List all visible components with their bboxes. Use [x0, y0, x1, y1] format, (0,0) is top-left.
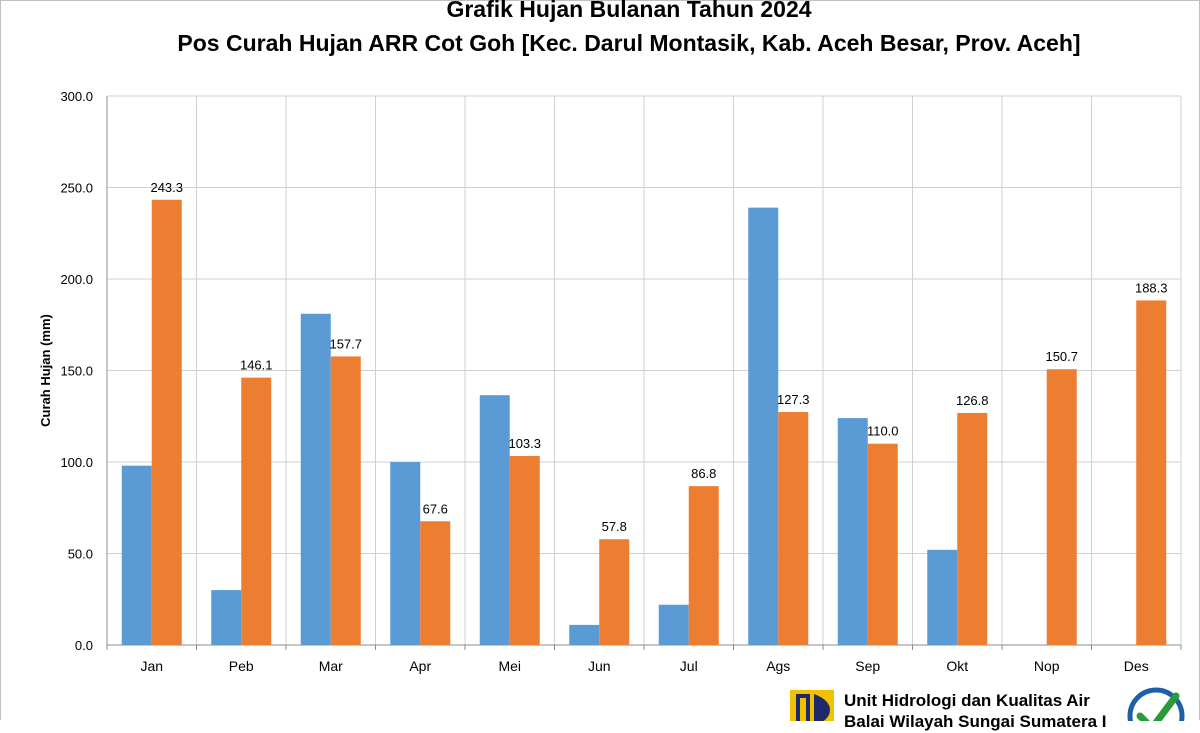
bar [658, 604, 689, 645]
bar [837, 418, 868, 645]
x-tick-label: Nop [1034, 658, 1060, 674]
data-label: 103.3 [508, 436, 541, 451]
y-tick-label: 200.0 [60, 272, 93, 287]
y-tick-label: 50.0 [68, 547, 93, 562]
data-label: 188.3 [1135, 280, 1168, 295]
bar [330, 356, 361, 645]
bar [300, 313, 331, 645]
x-tick-label: Okt [946, 658, 968, 674]
y-tick-label: 0.0 [75, 638, 93, 653]
bar [479, 395, 510, 645]
bar [390, 462, 421, 645]
data-label: 157.7 [329, 336, 362, 351]
pu-logo-icon [790, 690, 834, 721]
data-label: 127.3 [777, 392, 810, 407]
bar [151, 199, 182, 646]
bar [420, 521, 451, 645]
bar [121, 465, 152, 645]
data-label: 86.8 [691, 466, 716, 481]
footer-org-line2: Balai Wilayah Sungai Sumatera I [844, 712, 1107, 731]
bar [748, 207, 779, 645]
bar [778, 412, 809, 645]
bar [211, 590, 242, 645]
data-label: 126.8 [956, 393, 989, 408]
bar [241, 377, 272, 645]
x-tick-label: Apr [409, 658, 431, 674]
bar [509, 455, 540, 645]
iso-certification-badge-icon [1126, 686, 1186, 721]
data-label: 150.7 [1045, 349, 1078, 364]
y-tick-label: 150.0 [60, 364, 93, 379]
chart-subtitle: Pos Curah Hujan ARR Cot Goh [Kec. Darul … [177, 30, 1081, 56]
x-tick-label: Mar [319, 658, 343, 674]
bar [688, 486, 719, 645]
bar [599, 539, 630, 645]
footer-org-line1: Unit Hidrologi dan Kualitas Air [844, 691, 1090, 710]
y-tick-label: 100.0 [60, 455, 93, 470]
bar [927, 549, 958, 645]
y-axis-label: Curah Hujan (mm) [38, 314, 53, 427]
x-tick-label: Des [1124, 658, 1149, 674]
bar [1046, 369, 1077, 645]
x-tick-label: Jun [588, 658, 611, 674]
bar [867, 443, 898, 645]
bar [957, 412, 988, 645]
data-label: 243.3 [150, 180, 183, 195]
x-tick-label: Ags [766, 658, 790, 674]
x-tick-label: Jan [140, 658, 163, 674]
data-label: 57.8 [602, 519, 627, 534]
bar [569, 624, 600, 645]
chart-title: Grafik Hujan Bulanan Tahun 2024 [446, 0, 812, 22]
x-tick-label: Jul [680, 658, 698, 674]
x-tick-label: Sep [855, 658, 880, 674]
bar [1136, 300, 1167, 645]
y-tick-label: 250.0 [60, 181, 93, 196]
data-label: 110.0 [867, 424, 899, 439]
data-label: 146.1 [240, 358, 273, 373]
x-tick-label: Mei [498, 658, 521, 674]
y-tick-label: 300.0 [60, 89, 93, 104]
data-label: 67.6 [423, 501, 448, 516]
x-tick-label: Peb [229, 658, 254, 674]
